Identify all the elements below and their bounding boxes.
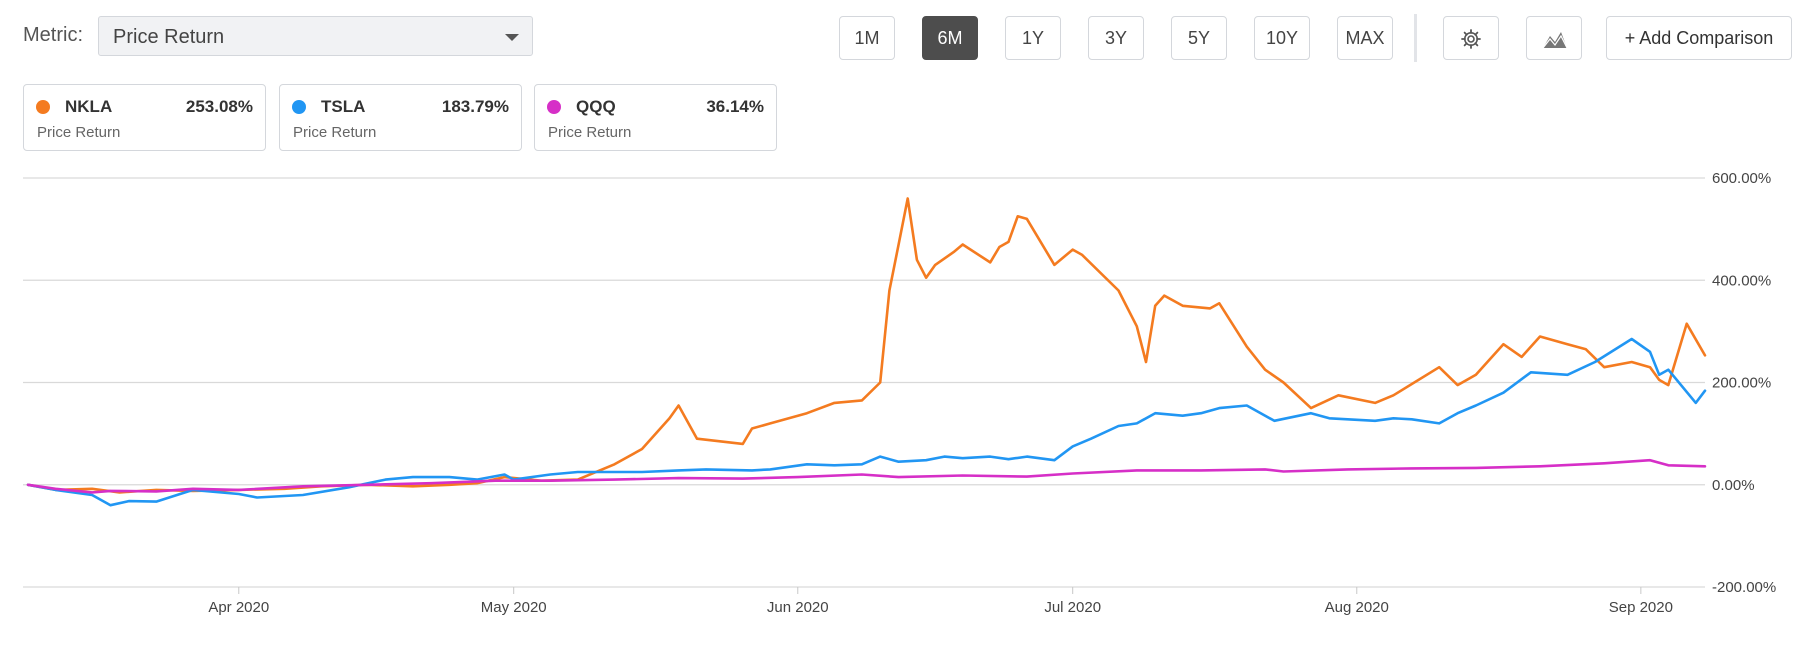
series-line-qqq (26, 458, 1707, 494)
range-button-1y[interactable]: 1Y (1005, 16, 1061, 60)
y-tick-label: 200.00% (1712, 375, 1771, 392)
legend-card-nkla[interactable]: NKLA 253.08% Price Return (23, 84, 266, 151)
legend-metric: Price Return (548, 124, 632, 141)
x-tick-label: Sep 2020 (1609, 599, 1673, 616)
legend-value: 183.79% (441, 97, 509, 116)
x-tick-label: Jul 2020 (1044, 599, 1101, 616)
add-comparison-button[interactable]: + Add Comparison (1606, 16, 1792, 60)
metric-value: Price Return (113, 26, 225, 48)
x-tick-label: Aug 2020 (1325, 599, 1389, 616)
legend-card-tsla[interactable]: TSLA 183.79% Price Return (279, 84, 522, 151)
y-tick-label: 0.00% (1712, 477, 1755, 494)
x-tick-label: Jun 2020 (767, 599, 829, 616)
x-tick-label: May 2020 (481, 599, 547, 616)
x-tick-label: Apr 2020 (208, 599, 269, 616)
legend-value: 36.14% (706, 97, 764, 116)
range-button-10y[interactable]: 10Y (1254, 16, 1310, 60)
range-button-1m[interactable]: 1M (839, 16, 895, 60)
range-button-6m[interactable]: 6M (922, 16, 978, 60)
legend-ticker: TSLA (321, 97, 366, 116)
chart-type-button[interactable] (1526, 16, 1582, 60)
series-line-tsla (26, 337, 1707, 507)
legend-value: 253.08% (185, 97, 253, 116)
toolbar-divider (1414, 14, 1417, 62)
legend-ticker: QQQ (576, 97, 616, 116)
legend-ticker: NKLA (65, 97, 113, 116)
legend-dot (547, 100, 561, 114)
range-button-5y[interactable]: 5Y (1171, 16, 1227, 60)
range-button-3y[interactable]: 3Y (1088, 16, 1144, 60)
mountain-chart-icon (1542, 32, 1568, 49)
range-button-max[interactable]: MAX (1337, 16, 1393, 60)
y-tick-label: 400.00% (1712, 272, 1771, 289)
gear-icon (1461, 29, 1481, 49)
legend-dot (292, 100, 306, 114)
y-tick-label: 600.00% (1712, 170, 1771, 187)
legend-card-qqq[interactable]: QQQ 36.14% Price Return (534, 84, 777, 151)
settings-button[interactable] (1443, 16, 1499, 60)
metric-dropdown[interactable]: Price Return (98, 16, 533, 56)
legend-metric: Price Return (293, 124, 377, 141)
legend-metric: Price Return (37, 124, 121, 141)
series-line-nkla (26, 197, 1707, 494)
chevron-down-icon (505, 34, 519, 41)
y-tick-label: -200.00% (1712, 579, 1776, 596)
metric-label: Metric: (23, 24, 83, 46)
legend-dot (36, 100, 50, 114)
